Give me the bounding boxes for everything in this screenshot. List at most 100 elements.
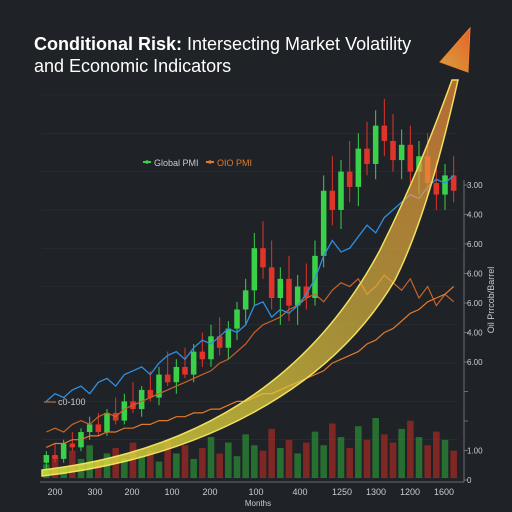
volume-bar [450, 450, 457, 478]
volume-bar [147, 450, 154, 478]
volume-bar [138, 456, 145, 478]
volume-bar [329, 423, 336, 478]
candle-body [320, 190, 327, 256]
x-tick-label: 1200 [400, 487, 420, 497]
volume-bar [121, 458, 128, 478]
candle-body [199, 351, 206, 360]
volume-bar [346, 448, 353, 478]
y-tick-label: 6.00 [467, 358, 483, 367]
x-tick-label: 300 [87, 487, 102, 497]
legend-marker-oio-pmi [208, 160, 212, 164]
candle-body [338, 171, 344, 210]
candle-body [433, 183, 440, 195]
volume-bar [207, 437, 215, 478]
y-axis-label: Oil Prrcob/Barrel [486, 267, 496, 334]
candle-body [190, 351, 197, 375]
candle-body [242, 290, 249, 310]
volume-bar [216, 453, 223, 478]
candle-body [52, 455, 58, 459]
candle-body [69, 443, 76, 448]
candle-body [277, 278, 284, 298]
x-tick-label: 100 [248, 487, 263, 497]
candle-body [121, 401, 128, 421]
candle-body [138, 389, 145, 410]
y-tick-label: 6.00 [467, 240, 483, 249]
candle-body [442, 175, 448, 195]
candle-body [450, 175, 457, 191]
volume-bar [389, 442, 397, 478]
title-rest: Intersecting Market Volatility [182, 34, 411, 54]
y-tick-label: 3.00 [467, 181, 483, 190]
volume-bar [181, 445, 189, 478]
volume-bar [355, 426, 362, 478]
legend-label-global-pmi: Global PMI [154, 158, 199, 168]
left-annotation: c0-100 [58, 397, 86, 407]
candle-body [268, 267, 275, 298]
candle-body [286, 278, 292, 306]
volume-bar [155, 461, 163, 478]
risk-band [41, 79, 459, 477]
candle-body [95, 424, 102, 433]
candle-body [312, 255, 318, 298]
volume-bar [363, 439, 371, 478]
x-tick-label: 1250 [332, 487, 352, 497]
legend-marker-global-pmi [145, 160, 149, 164]
candle-body [225, 328, 232, 348]
volume-bar [242, 434, 249, 478]
volume-bar [381, 434, 388, 478]
candle-body [182, 366, 188, 375]
volume-bar [372, 418, 379, 478]
candle-body [147, 389, 154, 398]
candle-body [355, 148, 362, 187]
candle-body [251, 248, 258, 291]
candle-body [208, 336, 214, 360]
volume-bar [259, 450, 267, 478]
volume-bar [69, 450, 76, 478]
volume-bar [294, 453, 301, 478]
chart-title-line2: and Economic Indicators [34, 56, 231, 76]
volume-bar [268, 428, 275, 478]
candle-body [294, 286, 301, 306]
x-axis-label: Months [245, 499, 271, 508]
volume-bar [424, 445, 431, 478]
y-ticks-right: 3.00 4.00 6.00 6.00 6.00 4.00 6.00 1.00 0 [464, 181, 483, 485]
volume-bar [95, 461, 102, 478]
volume-bar [320, 445, 327, 478]
volume-bar [199, 448, 206, 478]
volume-bar [251, 445, 258, 478]
x-tick-label: 200 [124, 487, 139, 497]
legend-label-oio-pmi: OIO PMI [217, 158, 252, 168]
series-line-blue [45, 174, 455, 402]
volume-bar [285, 439, 293, 478]
candle-body [104, 412, 110, 433]
candle-body [390, 140, 396, 161]
x-tick-label: 1300 [366, 487, 386, 497]
chart-title: Conditional Risk: Intersecting Market Vo… [34, 34, 411, 54]
y-tick-label: 6.00 [467, 299, 483, 308]
volume-bar [129, 442, 137, 478]
volume-bar [433, 431, 440, 478]
candle-body [86, 424, 93, 433]
volume-bar [407, 420, 414, 478]
candle-body [303, 286, 310, 298]
candle-body [372, 125, 379, 164]
x-tick-label: 1600 [434, 487, 454, 497]
volume-bar [86, 445, 93, 478]
volume-bar [225, 442, 232, 478]
arrow-head [439, 26, 471, 73]
candle-body [43, 455, 50, 463]
x-tick-label: 200 [47, 487, 62, 497]
y-tick-label: 6.00 [467, 270, 483, 279]
candle-body [60, 443, 67, 459]
volume-bar [173, 453, 180, 478]
legend: Global PMI OIO PMI [143, 158, 252, 168]
y-tick-label: 4.00 [467, 329, 483, 338]
volume-bar [303, 442, 310, 478]
candle-body [407, 144, 414, 172]
y-tick-label: 1.00 [467, 447, 483, 456]
candle-body [173, 366, 180, 383]
volume-bar [311, 431, 319, 478]
volume-bar [233, 456, 241, 478]
y-tick-label: 4.00 [467, 211, 483, 220]
candle-body [216, 336, 223, 348]
